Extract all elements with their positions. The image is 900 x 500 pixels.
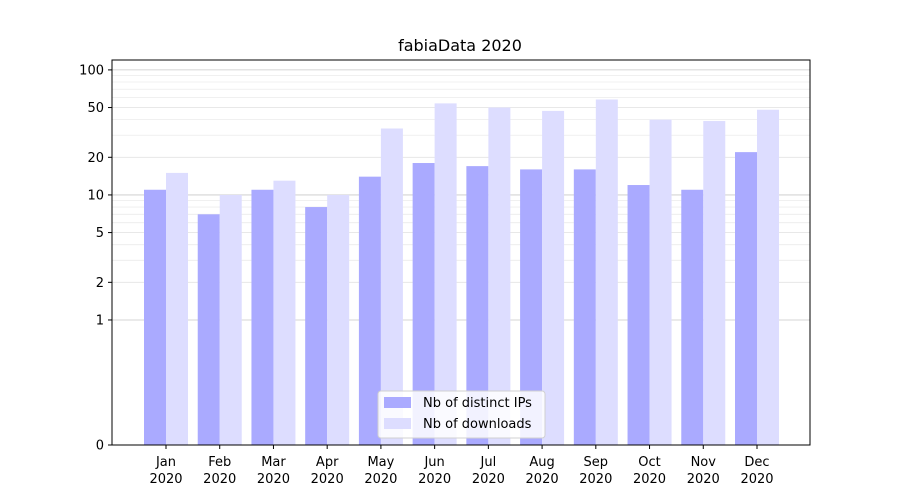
x-tick-label-month: May bbox=[367, 455, 394, 470]
bar-downloads bbox=[542, 110, 565, 445]
x-tick-label-month: Jan bbox=[155, 455, 176, 470]
bar-downloads bbox=[757, 109, 779, 445]
bar-downloads bbox=[703, 121, 726, 446]
x-tick-label-month: Dec bbox=[744, 455, 769, 470]
legend: Nb of distinct IPs Nb of downloads bbox=[377, 390, 546, 439]
x-tick-label-year: 2020 bbox=[526, 472, 559, 487]
legend-box bbox=[377, 390, 546, 439]
bar-distinct-ips bbox=[466, 166, 489, 445]
x-tick-label-year: 2020 bbox=[740, 472, 773, 487]
bar-downloads bbox=[488, 107, 511, 446]
x-tick-label-month: Nov bbox=[691, 455, 717, 470]
bars bbox=[144, 99, 779, 446]
bar-distinct-ips bbox=[412, 163, 435, 445]
bar-distinct-ips bbox=[627, 185, 650, 445]
bar-distinct-ips bbox=[197, 214, 220, 445]
x-tick-label-year: 2020 bbox=[203, 472, 236, 487]
bar-distinct-ips bbox=[358, 176, 381, 445]
bar-distinct-ips bbox=[144, 189, 166, 445]
bar-downloads bbox=[327, 194, 350, 445]
y-tick-label: 5 bbox=[96, 226, 104, 241]
x-tick-label-year: 2020 bbox=[687, 472, 720, 487]
bar-distinct-ips bbox=[681, 189, 704, 445]
x-tick-label-month: Jun bbox=[423, 455, 444, 470]
y-axis: 0 1 2 5 10 20 50 100 bbox=[79, 63, 112, 454]
x-tick-label-month: Jul bbox=[480, 455, 497, 470]
y-tick-label: 100 bbox=[79, 63, 104, 78]
x-tick-label-year: 2020 bbox=[149, 472, 182, 487]
y-tick-label: 2 bbox=[96, 276, 104, 291]
bar-downloads bbox=[273, 180, 296, 445]
y-tick-label: 0 bbox=[96, 439, 104, 454]
y-tick-label: 50 bbox=[87, 101, 104, 116]
bar-downloads bbox=[595, 99, 618, 446]
bar-downloads bbox=[380, 128, 403, 445]
x-tick-label-year: 2020 bbox=[579, 472, 612, 487]
x-tick-label-year: 2020 bbox=[311, 472, 344, 487]
x-tick-label-year: 2020 bbox=[633, 472, 666, 487]
x-tick-label-year: 2020 bbox=[257, 472, 290, 487]
x-tick-label-year: 2020 bbox=[418, 472, 451, 487]
legend-swatch bbox=[384, 418, 411, 429]
bar-distinct-ips bbox=[305, 207, 328, 445]
legend-label: Nb of downloads bbox=[423, 417, 532, 432]
x-tick-label-month: Aug bbox=[529, 455, 554, 470]
y-tick-label: 10 bbox=[87, 188, 104, 203]
x-axis: Jan 2020 Feb 2020 Mar 2020 Apr 2020 May 2020 Jun 20… bbox=[149, 445, 774, 487]
y-tick-label: 1 bbox=[96, 313, 104, 328]
x-tick-label-year: 2020 bbox=[364, 472, 397, 487]
bar-downloads bbox=[219, 194, 242, 445]
plot-frame bbox=[111, 59, 811, 446]
legend-swatch bbox=[384, 397, 411, 408]
bar-distinct-ips bbox=[573, 169, 596, 445]
bar-distinct-ips bbox=[520, 169, 543, 445]
x-tick-label-month: Feb bbox=[208, 455, 231, 470]
chart-title: fabiaData 2020 bbox=[398, 36, 522, 55]
x-tick-label-month: Oct bbox=[638, 455, 660, 470]
x-tick-label-month: Mar bbox=[261, 455, 286, 470]
bar-distinct-ips bbox=[251, 189, 274, 445]
bar-downloads bbox=[649, 119, 672, 446]
x-tick-label-month: Apr bbox=[316, 455, 339, 470]
bar-downloads bbox=[434, 103, 457, 446]
x-tick-label-month: Sep bbox=[584, 455, 609, 470]
bar-distinct-ips bbox=[735, 152, 757, 445]
x-tick-label-year: 2020 bbox=[472, 472, 505, 487]
y-tick-label: 20 bbox=[87, 151, 104, 166]
legend-label: Nb of distinct IPs bbox=[423, 396, 532, 411]
bar-downloads bbox=[166, 172, 188, 445]
